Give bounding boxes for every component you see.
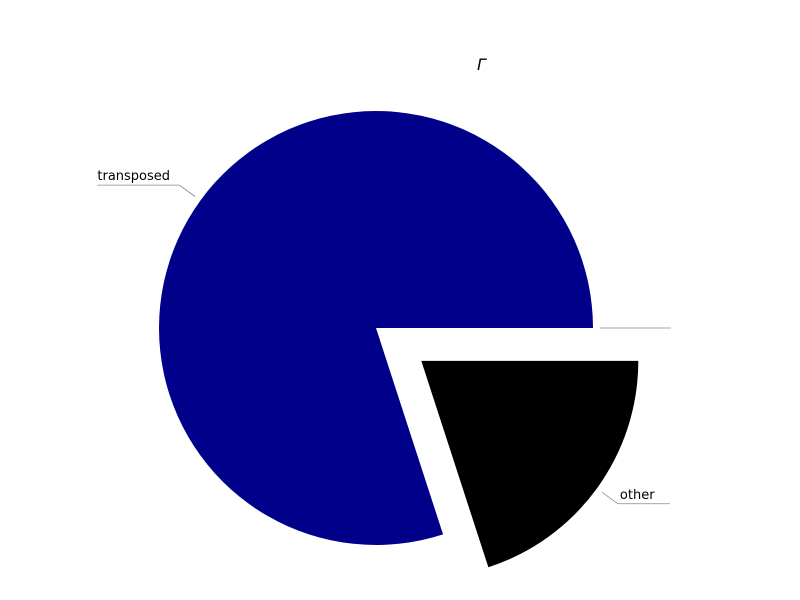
slice-label-transposed: transposed — [97, 169, 170, 184]
top-annotation: Γ — [477, 55, 487, 74]
pie-slice-other — [421, 361, 638, 567]
leader-line-transposed — [97, 185, 195, 196]
slice-label-other: other — [620, 488, 655, 503]
pie-slices — [159, 111, 638, 567]
